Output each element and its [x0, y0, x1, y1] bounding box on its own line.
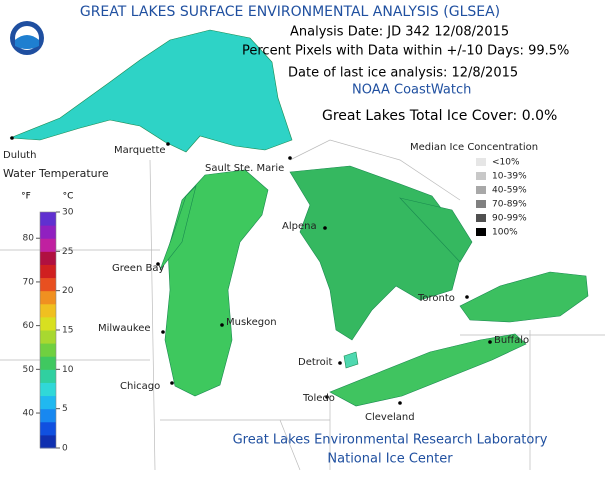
ice-swatch: [476, 186, 486, 194]
scale-step: [40, 264, 56, 279]
f-tick-label: 60: [23, 321, 35, 331]
scale-step: [40, 330, 56, 344]
f-unit: °F: [21, 192, 31, 202]
noaa-logo: [10, 21, 44, 55]
city-dot: [166, 142, 170, 146]
title: GREAT LAKES SURFACE ENVIRONMENTAL ANALYS…: [80, 4, 500, 20]
city-dot: [156, 262, 160, 266]
scale-step: [40, 395, 56, 410]
last-ice: Date of last ice analysis: 12/8/2015: [288, 66, 518, 81]
scale-step: [40, 316, 56, 331]
c-tick-label: 30: [62, 208, 74, 218]
ice-swatch: [476, 200, 486, 208]
scale-step: [40, 408, 56, 423]
ice-legend-label: 90-99%: [492, 214, 527, 224]
georgian-bay: [399, 197, 473, 263]
c-tick-label: 15: [62, 326, 73, 336]
f-tick-label: 50: [23, 365, 35, 375]
lake-superior: [9, 29, 293, 153]
city-dot: [288, 156, 292, 160]
lake-erie: [329, 333, 527, 407]
scale-step: [40, 434, 56, 449]
scale-step: [40, 290, 56, 305]
lake-huron: [289, 165, 463, 341]
city-dot: [323, 226, 327, 230]
ice-legend-label: <10%: [492, 158, 520, 168]
scale-step: [40, 356, 56, 370]
city-label: Duluth: [3, 150, 36, 161]
city-label: Milwaukee: [98, 323, 151, 334]
borders: [0, 139, 605, 471]
city-dot: [325, 395, 329, 399]
ice-legend-title: Median Ice Concentration: [410, 142, 538, 153]
green-bay: [159, 185, 197, 271]
f-tick-label: 80: [23, 234, 35, 244]
city-label: Toledo: [302, 393, 335, 404]
city-label: Alpena: [282, 221, 317, 232]
ice-swatch: [476, 172, 486, 180]
scale-step: [40, 238, 56, 252]
scale-step: [40, 421, 56, 436]
city-label: Green Bay: [112, 263, 164, 274]
scale-step: [40, 343, 56, 357]
footer-2: National Ice Center: [327, 452, 453, 467]
scale-step: [40, 382, 56, 397]
city-label: Detroit: [298, 357, 333, 368]
city-label: Chicago: [120, 381, 160, 392]
city-label: Toronto: [417, 293, 455, 304]
ice-swatch: [476, 228, 486, 236]
ice-legend-label: 70-89%: [492, 200, 527, 210]
ice-legend-label: 40-59%: [492, 186, 527, 196]
ice-swatch: [476, 214, 486, 222]
city-dot: [488, 340, 492, 344]
c-unit: °C: [63, 192, 74, 202]
scale-step: [40, 277, 56, 292]
analysis-date: Analysis Date: JD 342 12/08/2015: [290, 25, 509, 40]
percent-pixels: Percent Pixels with Data within +/-10 Da…: [242, 44, 569, 59]
lake-st-clair: [343, 351, 359, 369]
lake-michigan: [164, 169, 269, 397]
lakes: [9, 29, 589, 407]
city-label: Marquette: [114, 145, 166, 156]
city-label: Sault Ste. Marie: [205, 163, 284, 174]
city-dot: [338, 361, 342, 365]
scale-step: [40, 303, 56, 318]
c-tick-label: 0: [62, 444, 68, 454]
ice-cover: Great Lakes Total Ice Cover: 0.0%: [322, 108, 557, 124]
city-dot: [398, 401, 402, 405]
city-dot: [220, 323, 224, 327]
ice-legend-label: 100%: [492, 228, 518, 238]
city-label: Muskegon: [226, 317, 277, 328]
scale-step: [40, 251, 56, 265]
ice-legend-label: 10-39%: [492, 172, 527, 182]
scale-step: [40, 369, 56, 383]
scale-step: [40, 225, 56, 239]
c-tick-label: 5: [62, 404, 68, 414]
f-tick-label: 40: [23, 409, 35, 419]
c-tick-label: 25: [62, 247, 73, 257]
c-tick-label: 10: [62, 365, 74, 375]
city-label: Cleveland: [365, 412, 415, 423]
city-dot: [465, 295, 469, 299]
footer-1: Great Lakes Environmental Research Labor…: [233, 433, 548, 448]
f-tick-label: 70: [23, 277, 35, 287]
lake-ontario: [459, 271, 589, 323]
city-dot: [10, 136, 14, 140]
city-dot: [170, 381, 174, 385]
city-dot: [161, 330, 165, 334]
source: NOAA CoastWatch: [352, 83, 471, 98]
ice-swatch: [476, 158, 486, 166]
scale-step: [40, 212, 56, 226]
temp-title: Water Temperature: [3, 167, 109, 180]
c-tick-label: 20: [62, 286, 74, 296]
city-label: Buffalo: [494, 335, 529, 346]
